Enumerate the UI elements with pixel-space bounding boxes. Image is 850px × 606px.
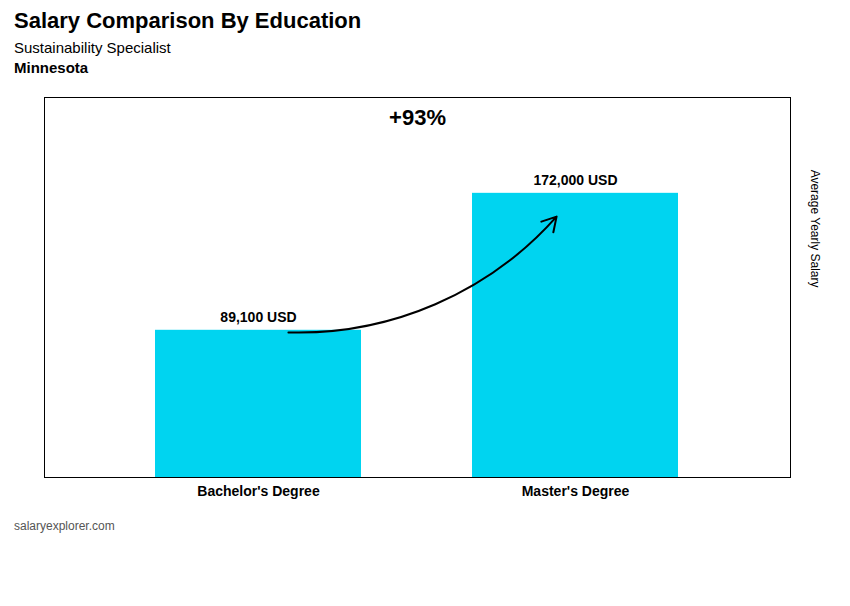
html-text:salaryexplorer.com: salaryexplorer.com [14, 519, 115, 533]
svg-text:Average Yearly Salary: Average Yearly Salary [808, 170, 822, 288]
svg-text:Bachelor's Degree: Bachelor's Degree [197, 483, 320, 499]
html-text:Salary Comparison By Education: Salary Comparison By Education [14, 8, 362, 33]
html-text:Minnesota: Minnesota [14, 58, 89, 76]
svg-text:+93%: +93% [389, 105, 446, 130]
svg-text:172,000 USD: 172,000 USD [533, 172, 617, 188]
svg-text:89,100 USD: 89,100 USD [220, 309, 296, 325]
svg-text:Master's Degree: Master's Degree [522, 483, 630, 499]
html-text:Sustainability Specialist: Sustainability Specialist [14, 39, 171, 56]
